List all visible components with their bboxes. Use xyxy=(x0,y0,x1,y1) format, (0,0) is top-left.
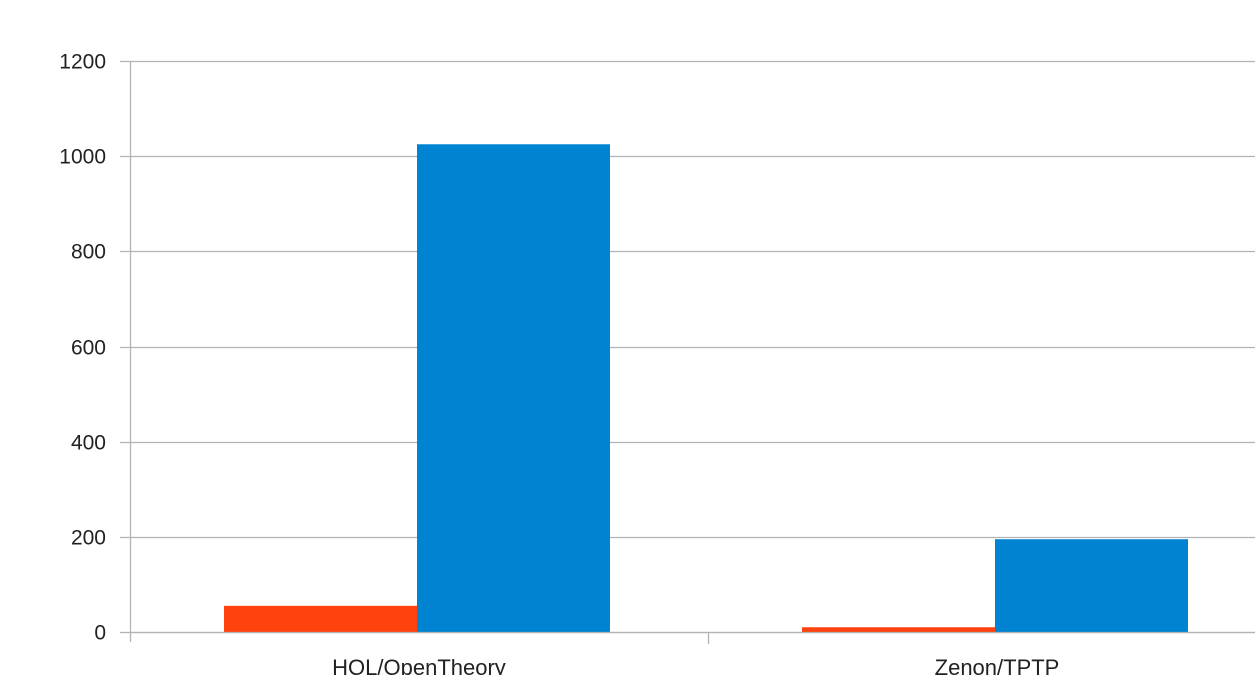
bar-hol-opentheory-series-1 xyxy=(224,605,417,632)
y-tick-label-800: 800 xyxy=(71,241,106,264)
y-tick-label-600: 600 xyxy=(71,337,106,360)
gridlines xyxy=(130,60,1255,634)
y-tick-label-0: 0 xyxy=(94,622,106,645)
bar-zenon-tptp-series-2 xyxy=(995,539,1188,632)
x-tick-label-hol-opentheory: HOL/OpenTheory xyxy=(332,655,506,675)
y-tick-label-200: 200 xyxy=(71,527,106,550)
bar-zenon-tptp-series-1 xyxy=(802,627,995,632)
y-tick-label-1200: 1200 xyxy=(59,51,106,74)
y-tick-label-400: 400 xyxy=(71,432,106,455)
axes xyxy=(120,60,1255,644)
x-tick-label-zenon-tptp: Zenon/TPTP xyxy=(935,655,1060,675)
bar-hol-opentheory-series-2 xyxy=(417,144,610,633)
y-tick-label-1000: 1000 xyxy=(59,146,106,169)
bars xyxy=(224,144,1188,633)
